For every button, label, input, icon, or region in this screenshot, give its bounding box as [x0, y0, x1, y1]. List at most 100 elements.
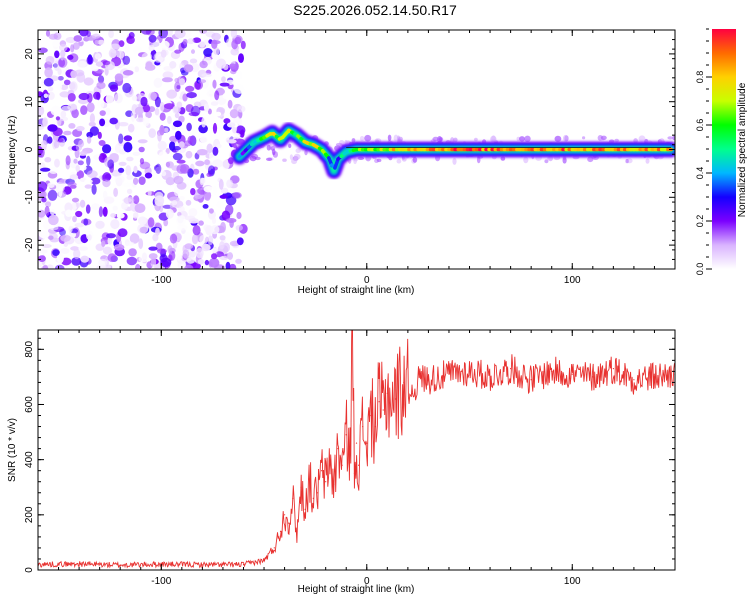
noise-blob [203, 103, 210, 112]
noise-blob [201, 243, 211, 252]
noise-blob [221, 159, 230, 170]
noise-blob [199, 60, 208, 69]
noise-blob [65, 155, 71, 166]
snr-point [653, 376, 656, 378]
noise-blob [114, 102, 122, 110]
noise-blob [145, 111, 152, 119]
noise-blob [89, 126, 99, 136]
noise-blob [204, 259, 210, 266]
noise-blob [80, 165, 87, 171]
noise-blob [109, 84, 119, 92]
noise-blob [99, 118, 106, 127]
noise-blob [76, 125, 85, 132]
noise-blob [236, 237, 244, 246]
halo-blob [554, 135, 562, 142]
snr-point [333, 483, 335, 486]
noise-blob [60, 50, 66, 58]
noise-blob [188, 218, 199, 224]
noise-blob [199, 234, 209, 245]
spectrogram-y-axis-label: Frequency (Hz) [7, 116, 18, 185]
noise-blob [126, 256, 137, 266]
noise-blob [158, 151, 169, 162]
noise-blob [207, 86, 215, 95]
noise-blob [97, 101, 105, 109]
noise-blob [195, 160, 205, 167]
halo-blob [500, 156, 506, 161]
noise-blob [186, 122, 192, 132]
halo-blob [396, 159, 402, 164]
halo-blob [519, 136, 525, 142]
snr-x-ticks: -100 0 100 [58, 330, 676, 587]
noise-blob [234, 36, 242, 45]
noise-blob [57, 68, 62, 76]
snr-point [263, 559, 265, 561]
x-tick-label: 100 [564, 576, 581, 587]
noise-blob [43, 77, 54, 87]
noise-blob [134, 106, 144, 115]
noise-blob [132, 212, 139, 219]
noise-blob [165, 208, 174, 219]
noise-blob [182, 249, 190, 259]
snr-point [308, 478, 310, 480]
noise-blob [86, 30, 91, 37]
noise-blob [65, 209, 73, 217]
snr-point [300, 486, 302, 488]
noise-blob [160, 49, 167, 58]
noise-blob [124, 44, 130, 53]
noise-blob [118, 161, 127, 166]
spectrogram-y-ticks: -20 -10 0 10 20 [24, 29, 675, 270]
colorbar-ticks: 0.0 0.2 0.4 0.6 0.8 [695, 28, 712, 276]
noise-blob [212, 146, 219, 156]
noise-blob [71, 197, 80, 203]
noise-blob [73, 248, 81, 260]
colorbar-tick-label: 0.0 [695, 263, 705, 276]
noise-blob [95, 220, 105, 229]
halo-blob [364, 134, 372, 142]
noise-blob [199, 136, 208, 143]
noise-blob [196, 149, 208, 156]
noise-blob [147, 190, 152, 196]
snr-frame [37, 329, 676, 571]
noise-blob [176, 181, 187, 190]
noise-blob [116, 50, 125, 59]
noise-blob [178, 205, 185, 213]
noise-blob [89, 113, 95, 124]
noise-blob [44, 67, 53, 78]
noise-blob [59, 44, 68, 52]
noise-blob [155, 163, 162, 174]
noise-blob [80, 150, 88, 156]
noise-blob [38, 261, 42, 268]
snr-point [612, 368, 615, 370]
noise-blob [54, 50, 60, 59]
noise-blob [60, 234, 71, 242]
noise-blob [114, 175, 125, 184]
noise-blob [212, 185, 217, 196]
noise-blob [230, 30, 238, 39]
halo-blob [614, 138, 619, 143]
snr-point [394, 398, 397, 400]
noise-blob [219, 235, 226, 241]
noise-blob [157, 248, 167, 254]
noise-blob [52, 40, 62, 48]
noise-blob [203, 186, 214, 193]
noise-blob [221, 76, 226, 83]
snr-point [288, 522, 290, 524]
noise-blob [77, 60, 87, 68]
noise-blob [84, 184, 93, 189]
noise-blob [114, 73, 124, 82]
noise-blob [79, 30, 89, 37]
halo-blob [667, 136, 673, 140]
noise-blob [86, 56, 94, 65]
noise-blob [91, 65, 99, 72]
noise-blob [45, 30, 51, 37]
noise-blob [38, 181, 48, 192]
noise-blob [140, 96, 148, 107]
colorbar-label: Normalized spectral amplitude [737, 82, 748, 217]
halo-blob [376, 158, 382, 163]
halo-blob [524, 135, 531, 142]
noise-blob [96, 81, 106, 90]
spectrogram-noise-field [38, 30, 675, 269]
noise-blob [109, 117, 118, 125]
noise-blob [102, 190, 108, 200]
